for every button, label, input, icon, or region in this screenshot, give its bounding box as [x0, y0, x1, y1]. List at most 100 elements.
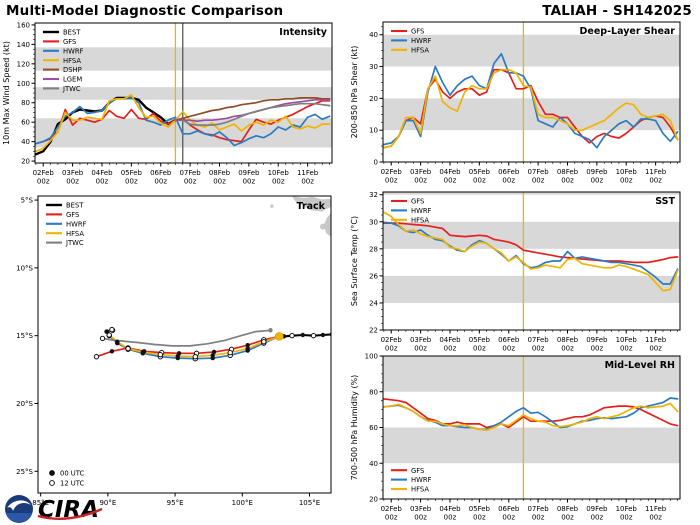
svg-text:03Feb: 03Feb: [62, 169, 84, 177]
svg-text:04Feb: 04Feb: [91, 169, 113, 177]
rh-panel: 02Feb00z03Feb00z04Feb00z05Feb00z06Feb00z…: [350, 353, 681, 522]
svg-text:GFS: GFS: [63, 38, 76, 46]
svg-text:10Feb: 10Feb: [616, 168, 638, 176]
svg-text:00z: 00z: [154, 178, 167, 186]
svg-text:00z: 00z: [591, 345, 604, 353]
svg-text:07Feb: 07Feb: [527, 168, 549, 176]
track-markers-hfsa: [104, 326, 267, 360]
svg-text:20: 20: [21, 158, 30, 166]
svg-text:00z: 00z: [213, 178, 226, 186]
svg-text:10Feb: 10Feb: [268, 169, 290, 177]
svg-text:BEST: BEST: [63, 29, 81, 37]
landmass: [292, 196, 331, 212]
svg-text:07Feb: 07Feb: [527, 336, 549, 344]
svg-text:LGEM: LGEM: [63, 76, 82, 84]
svg-text:12 UTC: 12 UTC: [60, 480, 85, 488]
svg-text:HFSA: HFSA: [63, 57, 81, 65]
sst-x-axis: 02Feb00z03Feb00z04Feb00z05Feb00z06Feb00z…: [381, 330, 678, 353]
utc-marker-legend: 00 UTC 12 UTC: [49, 470, 85, 488]
svg-text:0: 0: [374, 159, 378, 167]
svg-text:00z: 00z: [561, 177, 574, 185]
rh-y-label: 700-500 hPa Humidity (%): [350, 375, 359, 481]
svg-text:GFS: GFS: [411, 467, 424, 475]
rh-series-hwrf: [383, 397, 679, 431]
svg-text:00z: 00z: [591, 514, 604, 522]
svg-text:HFSA: HFSA: [411, 216, 429, 224]
intensity-y-axis: 20 40 60 80 100 120 140 160: [17, 21, 35, 166]
sst-y-axis: 22 24 26 28 30 32: [369, 191, 383, 335]
svg-text:00z: 00z: [385, 514, 398, 522]
shear-series-hfsa: [383, 68, 679, 149]
svg-text:85°E: 85°E: [32, 499, 49, 507]
svg-text:24: 24: [369, 299, 378, 307]
svg-text:20: 20: [369, 496, 378, 504]
svg-text:80: 80: [369, 388, 378, 396]
svg-text:DSHP: DSHP: [63, 66, 82, 74]
svg-text:00z: 00z: [532, 345, 545, 353]
svg-text:07Feb: 07Feb: [527, 505, 549, 513]
rh-y-axis: 20 40 60 80 100: [365, 353, 383, 504]
svg-text:02Feb: 02Feb: [381, 168, 403, 176]
svg-text:GFS: GFS: [66, 211, 79, 219]
svg-text:05Feb: 05Feb: [469, 505, 491, 513]
svg-text:10Feb: 10Feb: [616, 336, 638, 344]
shear-panel: 02Feb00z03Feb00z04Feb00z05Feb00z06Feb00z…: [350, 21, 681, 185]
svg-text:00z: 00z: [532, 514, 545, 522]
current-position-marker: [274, 332, 284, 341]
svg-text:HFSA: HFSA: [66, 230, 84, 238]
svg-text:03Feb: 03Feb: [410, 336, 432, 344]
page-title: Multi-Model Diagnostic Comparison: [6, 3, 284, 19]
noaa-logo-icon: [5, 495, 33, 523]
svg-text:00z: 00z: [37, 178, 50, 186]
svg-text:JTWC: JTWC: [65, 239, 84, 247]
svg-text:03Feb: 03Feb: [410, 505, 432, 513]
svg-text:00 UTC: 00 UTC: [60, 470, 85, 478]
svg-text:40: 40: [21, 138, 30, 146]
rh-x-axis: 02Feb00z03Feb00z04Feb00z05Feb00z06Feb00z…: [381, 499, 678, 522]
svg-text:60: 60: [21, 119, 30, 127]
svg-text:100: 100: [365, 353, 378, 361]
track-markers-jtwc: [99, 328, 273, 342]
svg-text:120: 120: [17, 60, 30, 68]
svg-text:08Feb: 08Feb: [557, 168, 579, 176]
svg-text:00z: 00z: [561, 345, 574, 353]
svg-text:00z: 00z: [414, 514, 427, 522]
svg-text:06Feb: 06Feb: [150, 169, 172, 177]
svg-text:100: 100: [17, 80, 30, 88]
svg-text:00z: 00z: [620, 514, 633, 522]
svg-text:09Feb: 09Feb: [586, 168, 608, 176]
svg-text:00z: 00z: [301, 178, 314, 186]
svg-text:HWRF: HWRF: [411, 476, 432, 484]
svg-text:08Feb: 08Feb: [557, 505, 579, 513]
intensity-series-jtwc: [181, 102, 331, 126]
svg-text:04Feb: 04Feb: [439, 168, 461, 176]
svg-text:00z: 00z: [502, 177, 515, 185]
svg-text:28: 28: [369, 245, 378, 253]
svg-text:02Feb: 02Feb: [381, 505, 403, 513]
svg-text:25°S: 25°S: [16, 468, 33, 476]
svg-text:00z: 00z: [444, 177, 457, 185]
svg-text:04Feb: 04Feb: [439, 336, 461, 344]
svg-text:11Feb: 11Feb: [297, 169, 319, 177]
intensity-title: Intensity: [279, 27, 327, 38]
svg-text:06Feb: 06Feb: [498, 336, 520, 344]
svg-text:00z: 00z: [649, 345, 662, 353]
svg-text:HFSA: HFSA: [411, 46, 429, 54]
svg-text:40: 40: [369, 460, 378, 468]
svg-text:00z: 00z: [502, 514, 515, 522]
svg-text:100°E: 100°E: [232, 499, 253, 507]
svg-text:HWRF: HWRF: [411, 37, 432, 45]
svg-text:07Feb: 07Feb: [179, 169, 201, 177]
svg-text:30: 30: [369, 63, 378, 71]
svg-text:22: 22: [369, 327, 378, 335]
track-panel: 85°E 90°E 95°E 100°E 105°E 5°S 10°S 15°S 20°S 25°…: [16, 195, 332, 507]
intensity-x-axis: 02Feb00z03Feb00z04Feb00z05Feb00z06Feb00z…: [33, 163, 330, 186]
svg-text:00z: 00z: [649, 514, 662, 522]
sst-series-gfs: [383, 222, 679, 264]
shear-y-label: 200-850 hPa Shear (kt): [350, 46, 359, 139]
intensity-panel: 02Feb00z03Feb00z04Feb00z05Feb00z06Feb00z…: [2, 21, 333, 186]
svg-text:00z: 00z: [620, 345, 633, 353]
